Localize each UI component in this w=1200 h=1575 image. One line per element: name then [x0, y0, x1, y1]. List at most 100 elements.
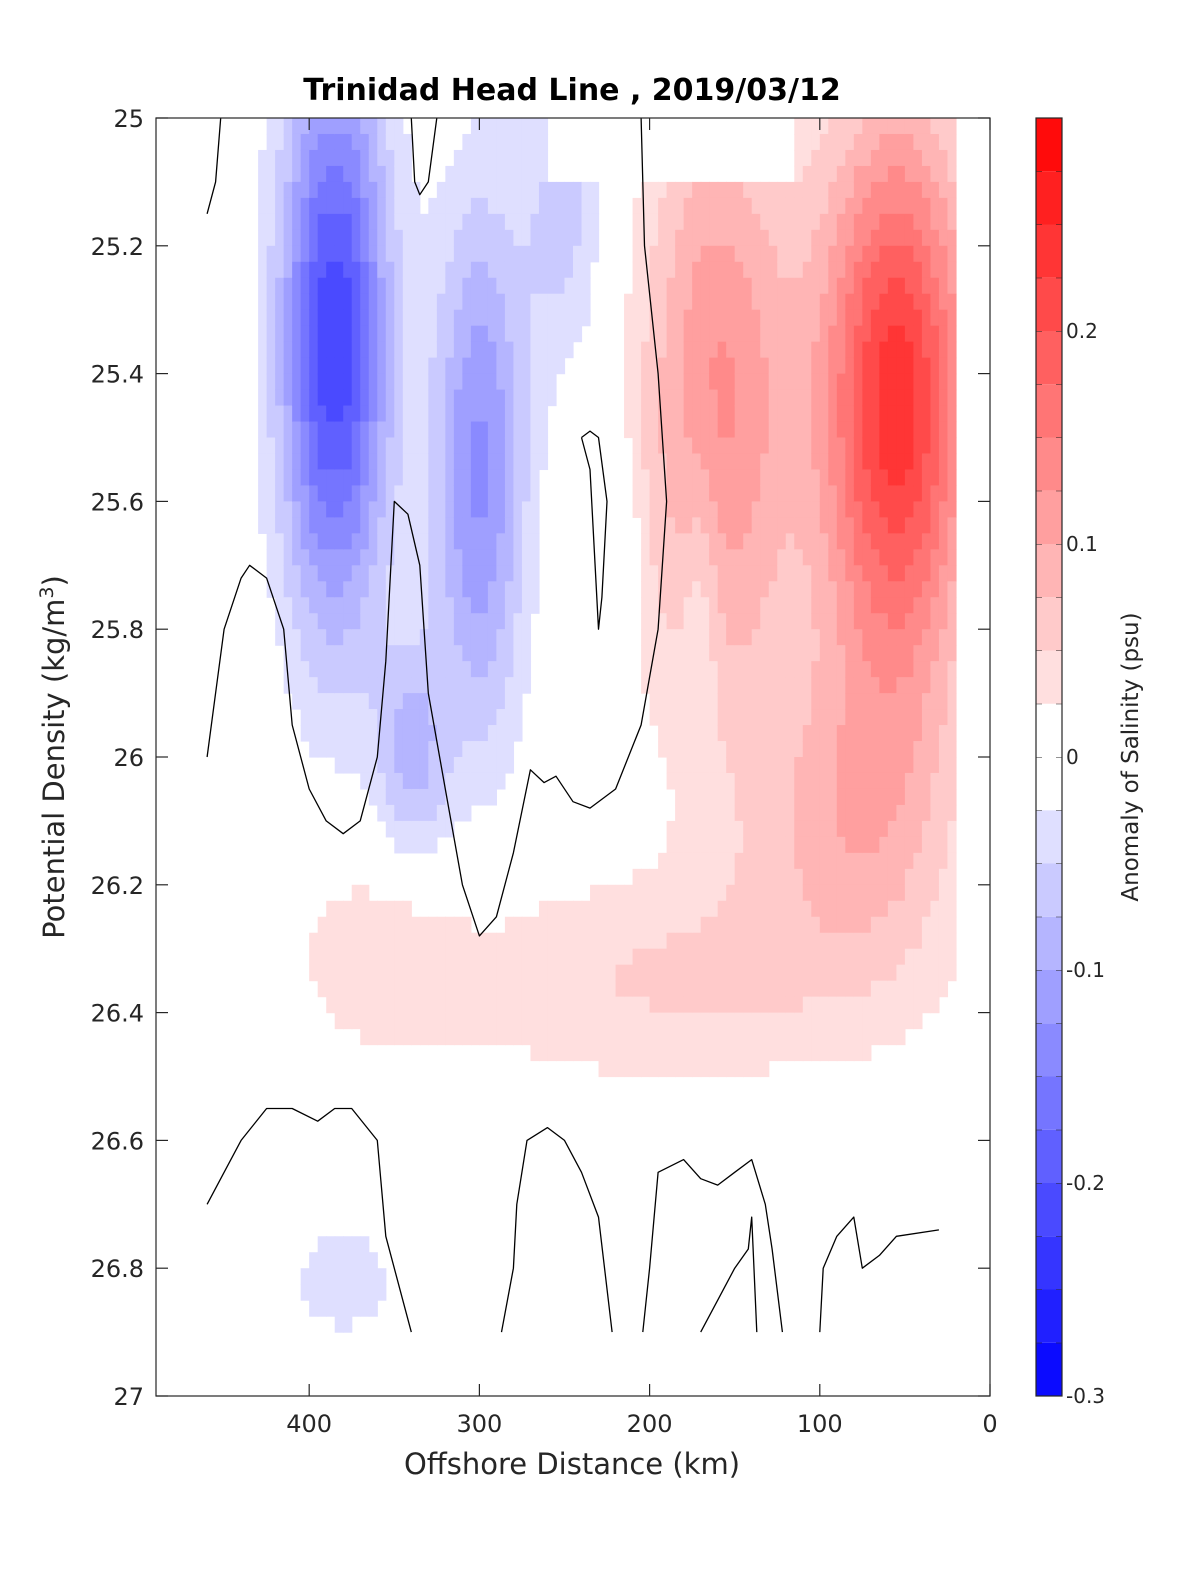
- field-cell: [828, 485, 838, 502]
- field-cell: [853, 533, 863, 550]
- field-cell: [436, 373, 446, 391]
- field-cell: [590, 964, 600, 982]
- field-cell: [692, 613, 702, 630]
- field-cell: [385, 597, 395, 614]
- field-cell: [598, 900, 608, 918]
- field-cell: [385, 341, 395, 359]
- field-cell: [709, 1028, 719, 1046]
- field-cell: [692, 197, 702, 215]
- field-cell: [487, 277, 498, 295]
- field-cell: [692, 1028, 702, 1046]
- field-cell: [496, 421, 506, 439]
- field-cell: [921, 325, 932, 343]
- field-cell: [351, 165, 361, 183]
- field-cell: [811, 693, 821, 710]
- field-cell: [819, 277, 829, 295]
- field-cell: [862, 501, 872, 518]
- field-cell: [811, 165, 821, 183]
- field-cell: [819, 836, 829, 854]
- field-cell: [828, 293, 838, 311]
- field-cell: [479, 149, 489, 167]
- field-cell: [394, 181, 404, 199]
- field-cell: [751, 948, 761, 966]
- field-cell: [402, 788, 412, 806]
- field-cell: [717, 277, 727, 295]
- field-cell: [453, 181, 463, 199]
- field-cell: [751, 325, 761, 343]
- field-cell: [675, 341, 685, 359]
- field-cell: [564, 916, 574, 934]
- field-cell: [700, 820, 710, 838]
- field-cell: [445, 437, 455, 455]
- field-cell: [258, 517, 268, 534]
- field-cell: [504, 533, 515, 550]
- field-cell: [334, 900, 344, 918]
- field-cell: [368, 469, 378, 487]
- field-cell: [283, 181, 293, 199]
- field-cell: [785, 277, 795, 295]
- field-cell: [394, 261, 404, 279]
- field-cell: [751, 613, 761, 630]
- field-cell: [938, 118, 949, 135]
- field-cell: [683, 1028, 693, 1046]
- field-cell: [547, 916, 557, 934]
- field-cell: [530, 581, 540, 598]
- field-cell: [479, 581, 489, 598]
- field-cell: [904, 373, 915, 391]
- field-cell: [913, 421, 923, 439]
- field-cell: [334, 213, 344, 231]
- field-cell: [555, 900, 566, 918]
- field-cell: [394, 277, 404, 295]
- field-cell: [887, 245, 897, 263]
- field-cell: [717, 1028, 727, 1046]
- field-cell: [862, 804, 872, 822]
- field-cell: [913, 325, 923, 343]
- field-cell: [309, 629, 319, 646]
- field-cell: [870, 149, 880, 167]
- field-cell: [913, 884, 923, 902]
- field-cell: [700, 373, 710, 391]
- field-cell: [717, 900, 727, 918]
- field-cell: [904, 772, 915, 790]
- field-cell: [904, 661, 915, 678]
- field-cell: [921, 613, 932, 630]
- field-cell: [870, 309, 880, 327]
- field-cell: [819, 629, 829, 646]
- field-cell: [717, 964, 727, 982]
- field-cell: [692, 772, 702, 790]
- field-cell: [419, 772, 429, 790]
- field-cell: [334, 277, 344, 295]
- field-cell: [649, 501, 659, 518]
- colorbar-band: [1036, 650, 1062, 704]
- field-cell: [751, 980, 761, 998]
- field-cell: [862, 597, 872, 614]
- field-cell: [785, 980, 795, 998]
- field-cell: [692, 629, 702, 646]
- field-cell: [768, 884, 778, 902]
- field-cell: [828, 181, 838, 199]
- field-cell: [879, 133, 889, 151]
- field-cell: [479, 549, 489, 566]
- field-cell: [930, 996, 940, 1014]
- field-cell: [938, 884, 949, 902]
- field-cell: [836, 213, 846, 231]
- field-cell: [309, 213, 319, 231]
- field-cell: [326, 741, 336, 758]
- field-cell: [283, 261, 293, 279]
- field-cell: [607, 964, 617, 982]
- field-cell: [436, 549, 446, 566]
- field-cell: [785, 1044, 795, 1062]
- field-cell: [879, 661, 889, 678]
- field-cell: [632, 277, 642, 295]
- field-cell: [632, 900, 642, 918]
- field-cell: [368, 485, 378, 502]
- field-cell: [309, 549, 319, 566]
- field-cell: [785, 1028, 795, 1046]
- field-cell: [887, 517, 897, 534]
- field-cell: [717, 261, 727, 279]
- field-cell: [368, 1268, 378, 1285]
- field-cell: [811, 149, 821, 167]
- field-cell: [828, 501, 838, 518]
- field-cell: [904, 118, 915, 135]
